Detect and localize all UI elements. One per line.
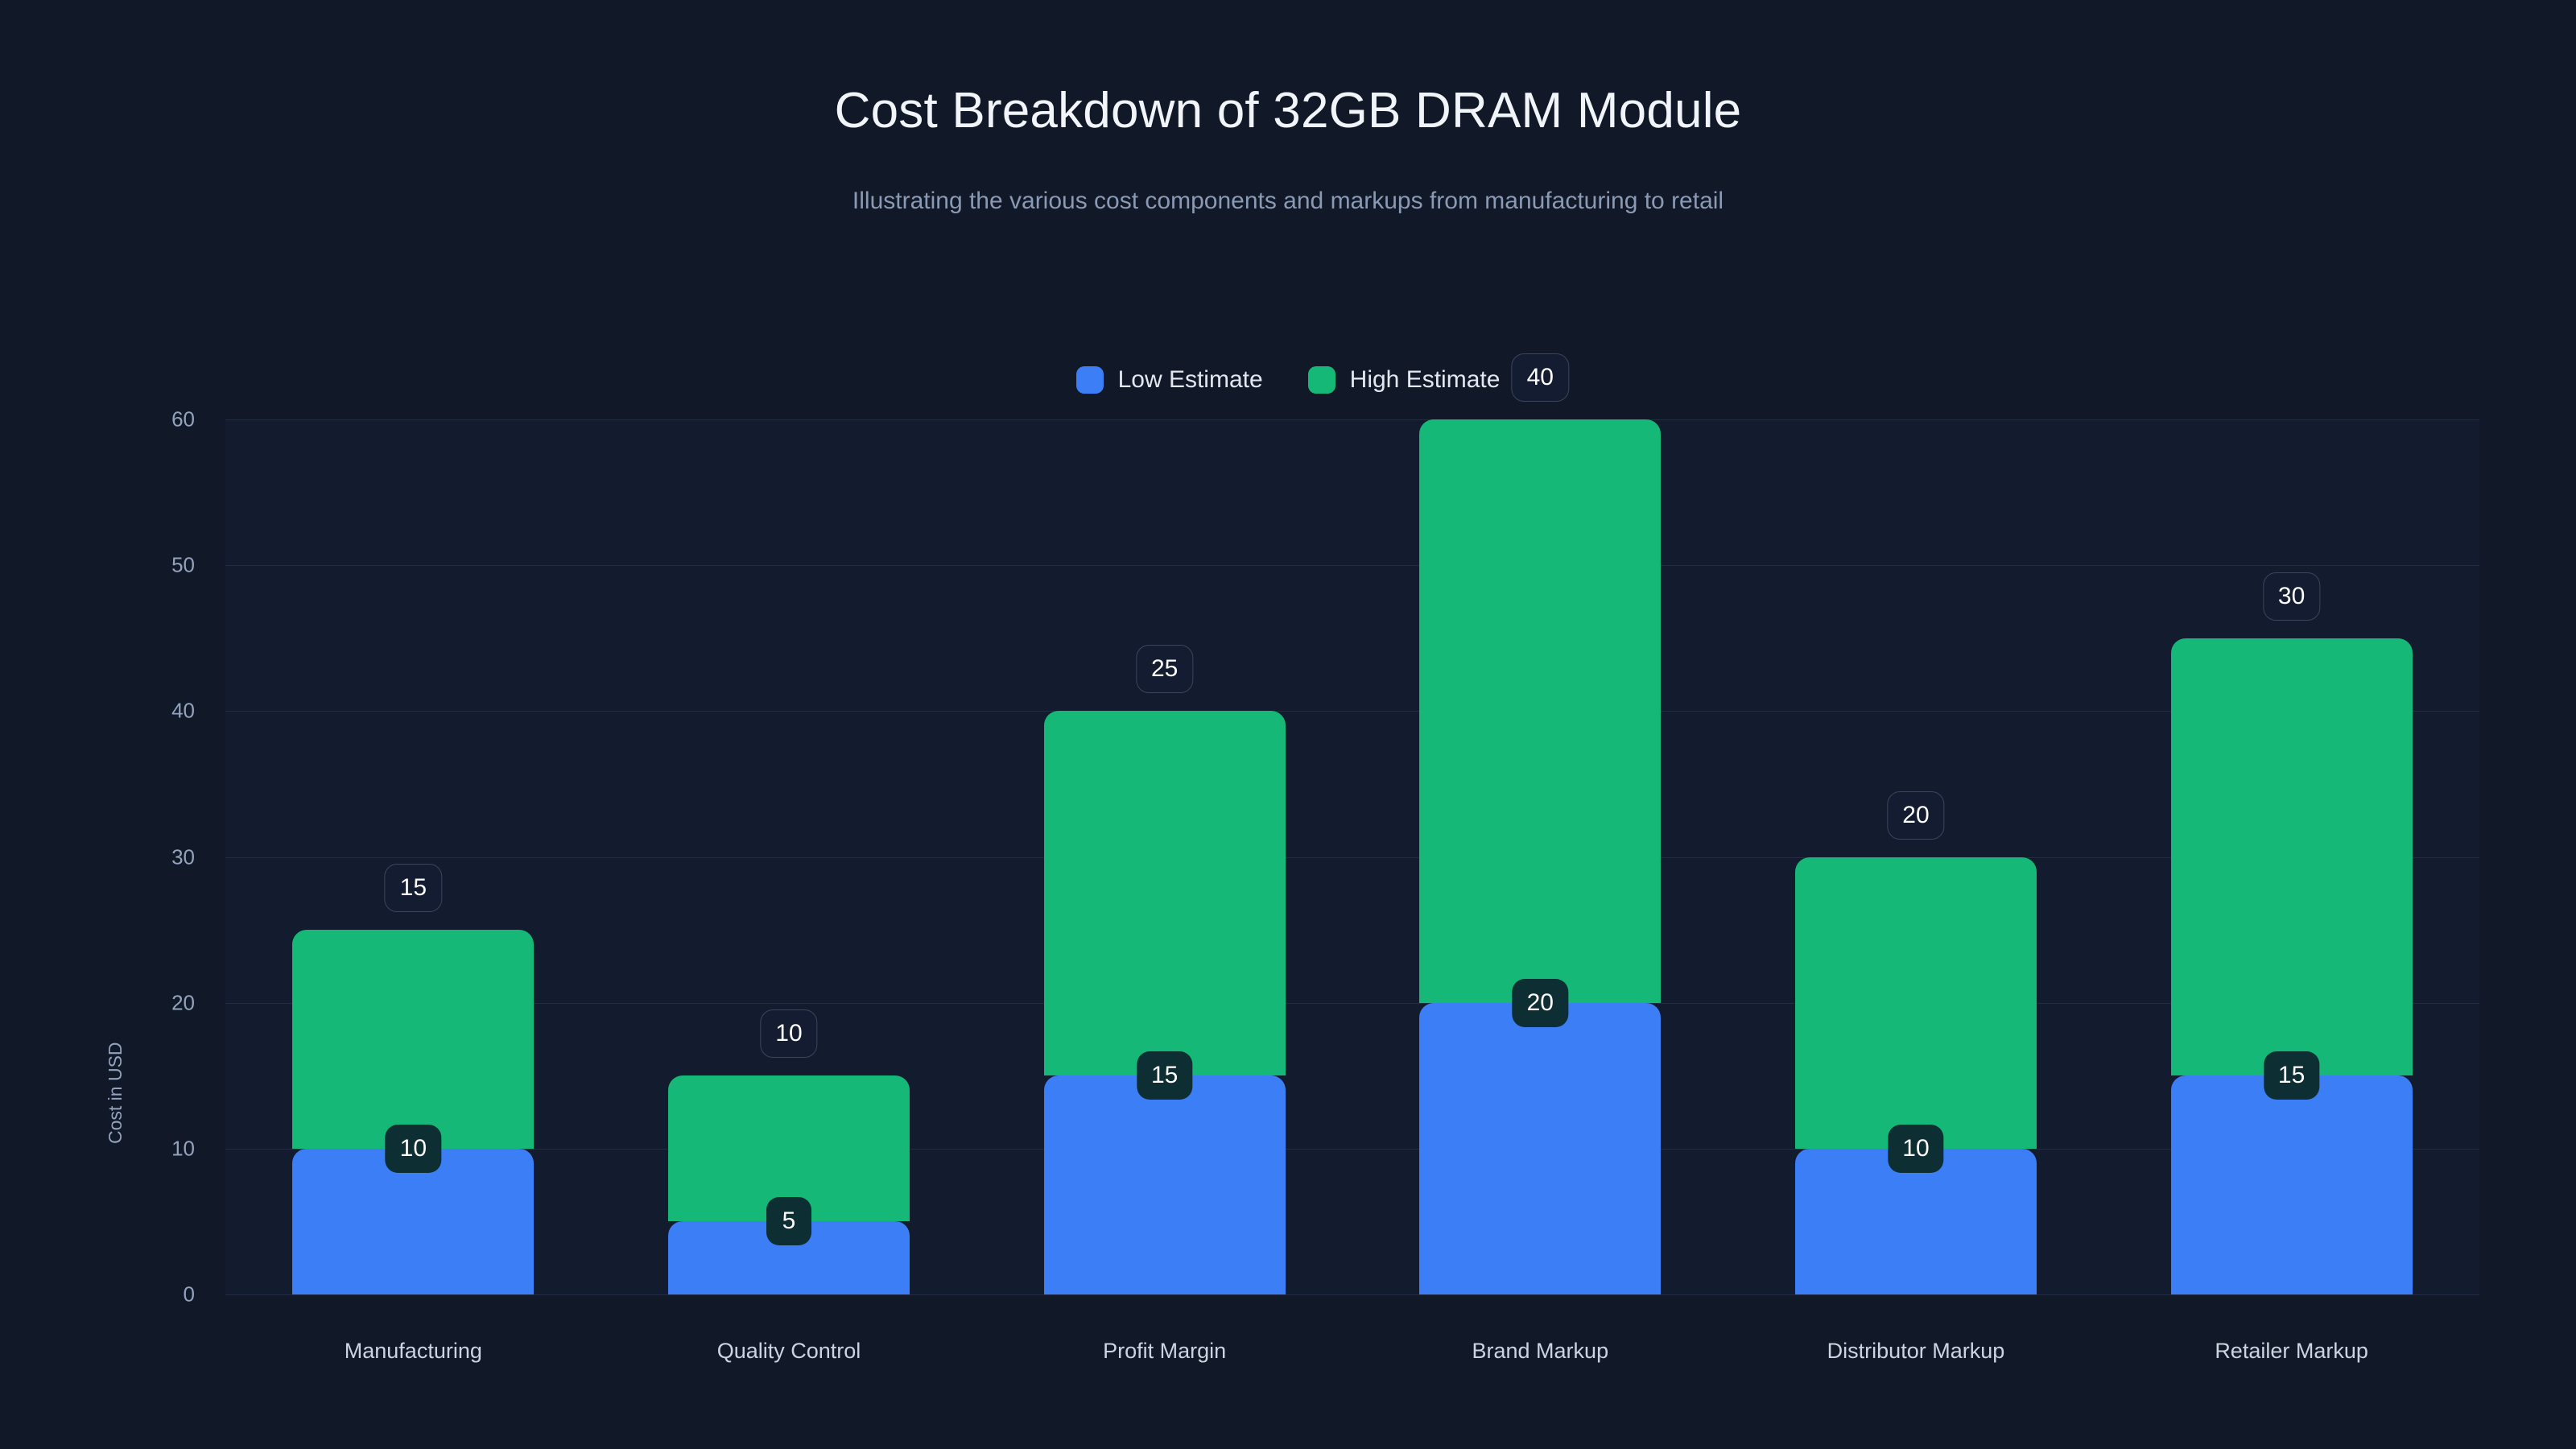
legend-item-low-estimate[interactable]: Low Estimate [1075,366,1263,394]
bar-group[interactable]: 10 20 [1794,419,2037,1294]
bar-group[interactable]: 15 25 [1043,419,1286,1294]
bar-value-label-high: 30 [2262,572,2321,621]
y-tick-label: 60 [171,407,195,431]
bar-segment-low-estimate[interactable] [292,1148,535,1294]
gridline [225,1002,2479,1004]
bar-group[interactable]: 15 30 [2170,419,2413,1294]
x-tick-label: Distributor Markup [1827,1339,2005,1363]
bar-segment-high-estimate[interactable] [1794,857,2037,1149]
bar-segment-low-estimate[interactable] [1043,1075,1286,1294]
x-tick-label: Profit Margin [1103,1339,1227,1363]
bar-series-layer: 10 15 5 10 15 25 20 40 10 20 15 30 [225,353,2479,1294]
chart-legend: Low Estimate High Estimate [0,366,2576,394]
bar-segment-high-estimate[interactable] [1419,419,1662,1003]
gridline [225,565,2479,567]
x-tick-label: Brand Markup [1472,1339,1609,1363]
bar-value-label-low: 10 [385,1124,442,1173]
bar-segment-high-estimate[interactable] [2170,638,2413,1076]
x-tick-label: Manufacturing [344,1339,482,1363]
y-tick-label: 10 [171,1136,195,1161]
bar-value-label-low: 15 [2263,1051,2320,1100]
gridline [225,1294,2479,1295]
x-tick-label: Retailer Markup [2215,1339,2368,1363]
gridline [225,711,2479,712]
bar-stack[interactable]: 5 10 [667,1009,910,1294]
y-tick-label: 0 [183,1282,195,1307]
gridline [225,419,2479,420]
bar-segment-low-estimate[interactable] [1419,1002,1662,1294]
chart-header: Cost Breakdown of 32GB DRAM Module Illus… [0,0,2576,216]
y-axis: Cost in USD 0 10 20 30 40 50 60 [0,407,225,1307]
x-tick-label: Quality Control [716,1339,861,1363]
bar-segment-low-estimate[interactable] [2170,1075,2413,1294]
bar-stack[interactable]: 10 15 [292,864,535,1294]
gridline [225,1148,2479,1150]
bar-group[interactable]: 5 10 [667,419,910,1294]
legend-item-high-estimate[interactable]: High Estimate [1307,366,1501,394]
bar-value-label-high: 20 [1887,791,1945,840]
bar-segment-high-estimate[interactable] [292,930,535,1149]
bar-value-label-low: 5 [766,1197,811,1246]
y-tick-label: 50 [171,552,195,577]
bar-segment-high-estimate[interactable] [1043,711,1286,1076]
y-axis-title: Cost in USD [105,1042,126,1144]
legend-label-high: High Estimate [1349,366,1501,393]
bar-value-label-low: 10 [1888,1124,1944,1173]
bar-segment-high-estimate[interactable] [667,1075,910,1222]
bar-value-label-low: 15 [1136,1051,1193,1100]
x-axis: Manufacturing Quality Control Profit Margi… [225,1294,2479,1367]
bar-value-label-high: 10 [760,1009,818,1059]
bar-segment-low-estimate[interactable] [1794,1148,2037,1294]
bar-stack[interactable]: 10 20 [1794,791,2037,1294]
bar-stack[interactable]: 20 40 [1419,353,1662,1294]
y-tick-label: 30 [171,844,195,869]
bar-value-label-high: 25 [1135,645,1194,694]
page-subtitle: Illustrating the various cost components… [852,188,1724,215]
bar-group[interactable]: 10 15 [292,419,535,1294]
legend-label-low: Low Estimate [1117,366,1263,393]
legend-swatch-icon-high [1307,366,1335,394]
gridline [225,857,2479,858]
bar-stack[interactable]: 15 30 [2170,572,2413,1294]
y-tick-label: 40 [171,698,195,723]
legend-swatch-icon-low [1075,366,1104,394]
bar-value-label-low: 20 [1512,978,1568,1027]
bar-value-label-high: 15 [384,864,443,913]
page-title: Cost Breakdown of 32GB DRAM Module [834,83,1742,138]
bar-stack[interactable]: 15 25 [1043,645,1286,1294]
y-tick-label: 20 [171,990,195,1015]
plot-area: 10 15 5 10 15 25 20 40 10 20 15 30 [225,353,2479,1295]
bar-value-label-high: 40 [1511,353,1569,402]
bar-group[interactable]: 20 40 [1419,353,1662,1294]
